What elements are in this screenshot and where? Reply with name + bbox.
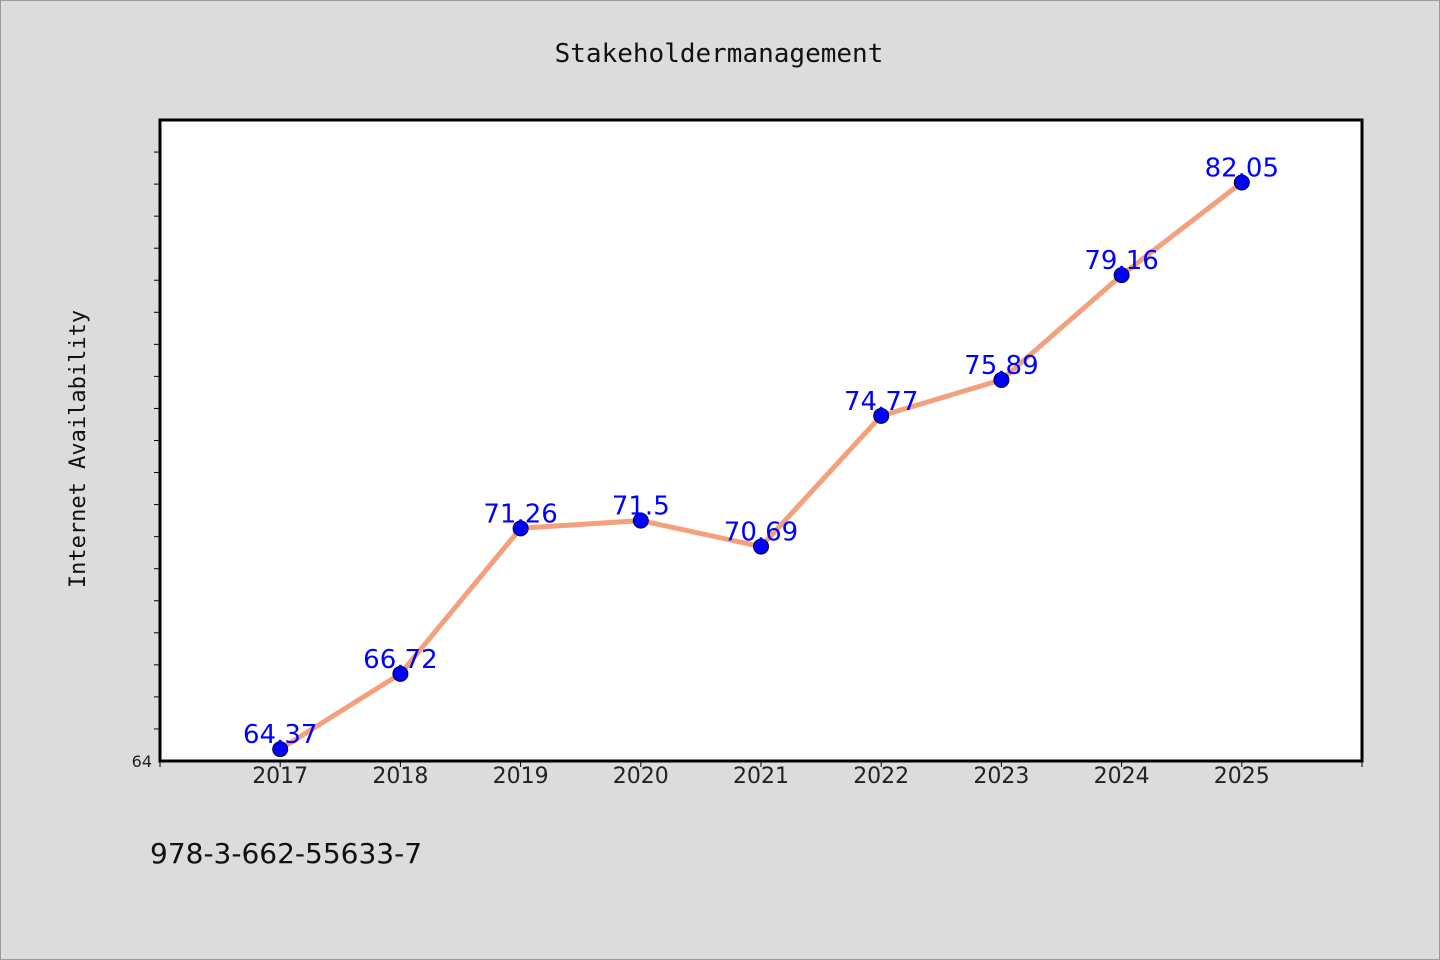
data-label: 79.16 [1084,246,1158,276]
data-label: 71.5 [612,492,670,522]
data-label: 70.69 [724,518,798,548]
x-tick-label: 2022 [853,764,909,789]
data-label: 82.05 [1205,153,1279,183]
data-labels: 64.37 66.72 71.26 71.5 70.69 74.77 75.89 79.16 8… [243,153,1279,750]
data-label: 75.89 [964,351,1038,381]
x-tick-label: 2023 [973,764,1029,789]
x-axis-tick-labels: 2017 2018 2019 2020 2021 2022 2023 2024 2025 [252,764,1270,789]
x-tick-label: 2024 [1094,764,1150,789]
y-tick-label: 64 [132,752,152,771]
x-tick-label: 2019 [493,764,549,789]
data-point [632,512,649,529]
x-tick-label: 2017 [252,764,308,789]
x-tick-label: 2025 [1214,764,1270,789]
x-tick-label: 2018 [372,764,428,789]
data-point [873,407,890,424]
data-label: 71.26 [483,499,557,529]
data-point [1113,267,1130,284]
x-axis-ticks [159,761,1363,767]
data-point [993,371,1010,388]
series-markers [272,174,1250,758]
y-axis-tick-labels: 64 [132,752,152,771]
data-point [272,741,289,758]
footer-isbn: 978-3-662-55633-7 [150,837,422,870]
x-tick-label: 2021 [733,764,789,789]
data-point [1233,174,1250,191]
data-point [753,538,769,555]
data-point [512,520,529,537]
chart-title: Stakeholdermanagement [555,39,884,69]
data-label: 74.77 [844,387,918,417]
data-label: 66.72 [363,645,437,675]
data-point [392,665,409,682]
x-tick-label: 2020 [613,764,669,789]
data-label: 64.37 [243,720,317,750]
y-axis-label: Internet Availability [66,310,91,588]
plot-area [158,118,1364,763]
y-axis-ticks [154,151,160,730]
